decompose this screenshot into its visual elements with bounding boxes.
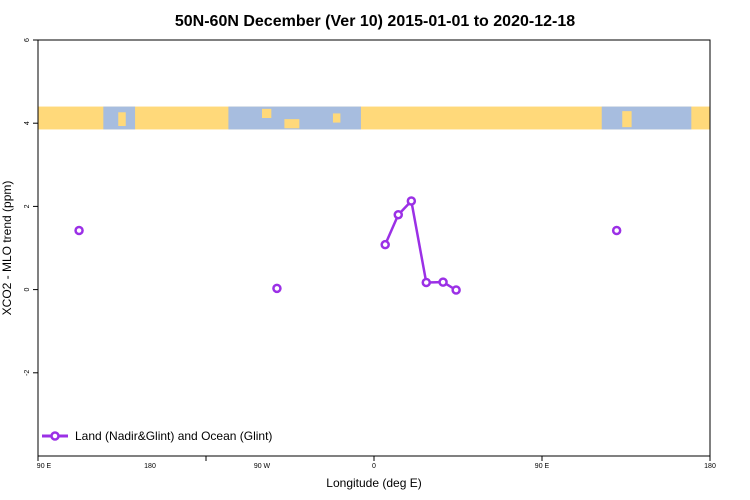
y-tick-label: 6 bbox=[24, 38, 31, 42]
legend-label: Land (Nadir&Glint) and Ocean (Glint) bbox=[75, 429, 272, 443]
data-point bbox=[393, 209, 404, 220]
world-map-strip bbox=[38, 106, 710, 130]
data-point bbox=[74, 225, 84, 236]
y-tick-label: 0 bbox=[24, 288, 31, 292]
data-point bbox=[611, 225, 622, 236]
data-point bbox=[380, 239, 390, 250]
map-land-patch bbox=[332, 113, 341, 123]
map-ocean-region bbox=[228, 106, 361, 130]
map-land-patch bbox=[262, 108, 272, 118]
legend-marker bbox=[50, 431, 60, 441]
map-land-patch bbox=[284, 119, 300, 129]
x-axis-label: Longitude (deg E) bbox=[326, 476, 421, 490]
data-point bbox=[451, 285, 461, 295]
series-layer bbox=[74, 196, 622, 295]
data-point bbox=[272, 283, 282, 294]
x-tick-label: 180 bbox=[704, 463, 716, 470]
y-tick-label: 4 bbox=[24, 121, 31, 125]
map-land-patch bbox=[622, 111, 632, 128]
legend: Land (Nadir&Glint) and Ocean (Glint) bbox=[42, 429, 272, 443]
y-tick-label: -2 bbox=[24, 370, 31, 376]
y-axis-label: XCO2 - MLO trend (ppm) bbox=[0, 181, 14, 316]
x-tick-label: 90 E bbox=[37, 463, 52, 470]
x-tick-label: 90 E bbox=[535, 463, 550, 470]
chart-title: 50N-60N December (Ver 10) 2015-01-01 to … bbox=[175, 13, 575, 30]
map-ocean-region bbox=[601, 106, 692, 130]
plot-frame bbox=[37, 39, 711, 457]
y-tick-label: 2 bbox=[24, 204, 31, 208]
data-point bbox=[406, 196, 417, 206]
y-axis: -2 0 2 4 6 bbox=[24, 38, 38, 376]
map-land-band bbox=[38, 106, 710, 130]
x-tick-label: 90 W bbox=[254, 463, 271, 470]
x-tick-label: 0 bbox=[372, 463, 376, 470]
x-tick-label: 180 bbox=[144, 463, 156, 470]
x-axis: 90 E 180 90 W 0 90 E 180 bbox=[37, 456, 716, 470]
data-point bbox=[438, 277, 448, 287]
map-land-patch bbox=[118, 112, 126, 127]
data-point bbox=[421, 277, 432, 288]
